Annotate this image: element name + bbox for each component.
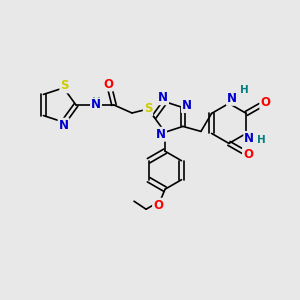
Text: N: N	[227, 92, 237, 105]
Text: N: N	[91, 98, 101, 112]
Text: O: O	[260, 96, 270, 109]
Text: O: O	[243, 148, 253, 161]
Text: N: N	[244, 132, 254, 145]
Text: H: H	[257, 135, 266, 146]
Text: H: H	[92, 97, 100, 107]
Text: H: H	[240, 85, 249, 95]
Text: N: N	[182, 99, 192, 112]
Text: S: S	[144, 103, 152, 116]
Text: O: O	[103, 77, 113, 91]
Text: N: N	[158, 91, 168, 104]
Text: N: N	[156, 128, 166, 141]
Text: S: S	[60, 80, 69, 92]
Text: O: O	[153, 199, 163, 212]
Text: N: N	[58, 118, 69, 132]
